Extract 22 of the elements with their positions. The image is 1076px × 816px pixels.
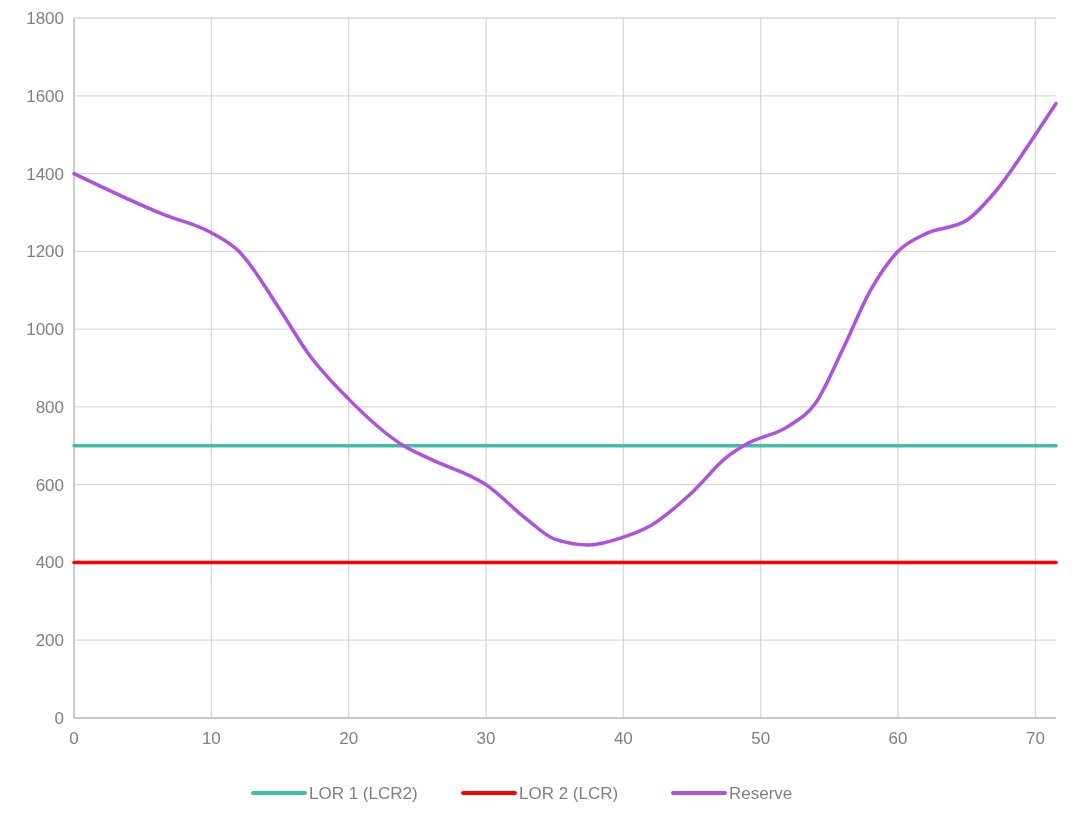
- y-tick-label: 1000: [26, 320, 64, 340]
- legend-label: LOR 2 (LCR): [519, 783, 619, 803]
- x-tick-label: 60: [888, 729, 908, 748]
- y-tick-label: 1800: [26, 8, 64, 28]
- line-series: [72, 101, 1058, 547]
- y-tick-label: 1200: [26, 242, 64, 262]
- y-tick-label: 1400: [26, 164, 64, 184]
- y-tick-label: 800: [35, 397, 64, 417]
- x-tick-label: 70: [1025, 729, 1045, 748]
- x-tick-label: 10: [201, 729, 221, 748]
- y-tick-label: 200: [35, 631, 64, 651]
- legend-label: Reserve: [729, 783, 793, 803]
- legend-label: LOR 1 (LCR2): [309, 783, 418, 803]
- y-tick-label: 1600: [26, 86, 64, 106]
- x-tick-label: 0: [69, 729, 79, 748]
- y-tick-label: 600: [35, 475, 64, 495]
- y-tick-label: 0: [54, 708, 64, 728]
- x-tick-label: 50: [751, 729, 771, 748]
- x-tick-label: 20: [339, 729, 359, 748]
- y-tick-label: 400: [35, 553, 64, 573]
- x-tick-label: 40: [613, 729, 633, 748]
- x-tick-label: 30: [476, 729, 496, 748]
